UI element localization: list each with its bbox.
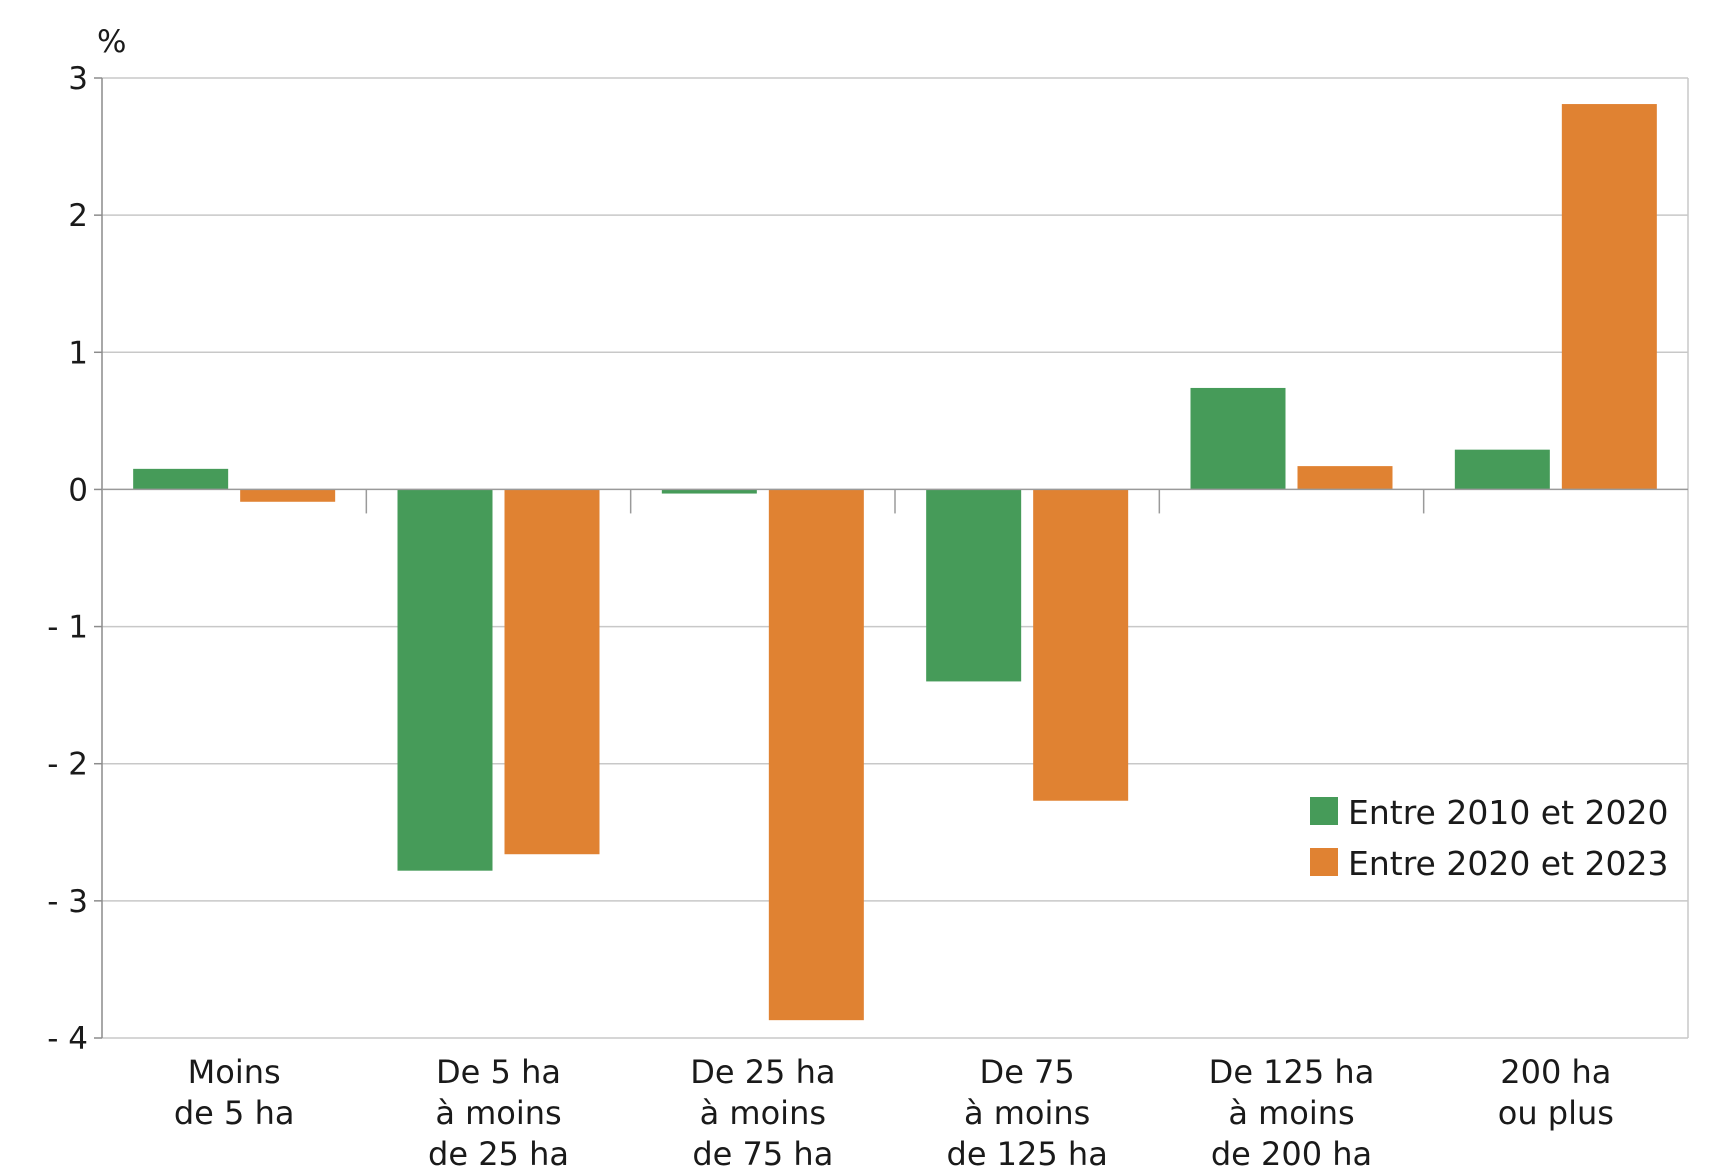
axes [101,78,1689,1038]
category-label: De 125 ha à moins de 200 ha [1209,1053,1375,1173]
y-tick-label: 3 [68,61,88,97]
bar-2010-2020 [1190,387,1286,490]
legend: Entre 2010 et 2020 Entre 2020 et 2023 [1310,793,1669,883]
bar-2020-2023 [1033,489,1129,801]
y-tick-label: 0 [68,472,88,508]
y-tick-label: - 1 [47,610,88,646]
legend-label: Entre 2020 et 2023 [1348,844,1669,883]
category-label: De 25 ha à moins de 75 ha [690,1053,835,1173]
bars [133,104,1657,1021]
legend-swatch [1310,848,1338,876]
bar-2020-2023 [768,489,864,1021]
bar-2020-2023 [1561,104,1657,490]
legend-swatch [1310,797,1338,825]
bar-2020-2023 [240,489,336,502]
y-tick-label: - 2 [47,747,88,783]
y-axis-ticks: 3 2 1 0 - 1 - 2 - 3 - 4 [47,61,102,1057]
category-label: Moins de 5 ha [174,1053,295,1132]
y-tick-label: - 3 [47,884,88,920]
y-axis-unit: % [97,24,126,60]
bar-2010-2020 [926,489,1022,682]
legend-label: Entre 2010 et 2020 [1348,793,1669,832]
category-label: De 5 ha à moins de 25 ha [428,1053,569,1173]
bar-2010-2020 [661,489,757,494]
y-tick-label: 2 [68,198,88,234]
y-tick-label: - 4 [47,1021,88,1057]
bar-2010-2020 [1454,449,1550,490]
bar-2020-2023 [1297,466,1393,490]
y-tick-label: 1 [68,335,88,371]
category-label: De 75 à moins de 125 ha [947,1053,1108,1173]
category-label: 200 ha ou plus [1498,1053,1614,1132]
gridlines [102,77,1688,1039]
bar-2010-2020 [133,468,229,490]
bar-2010-2020 [397,489,493,871]
bar-2020-2023 [504,489,600,855]
x-axis-labels: Moins de 5 ha De 5 ha à moins de 25 ha De 25 … [174,1053,1614,1173]
